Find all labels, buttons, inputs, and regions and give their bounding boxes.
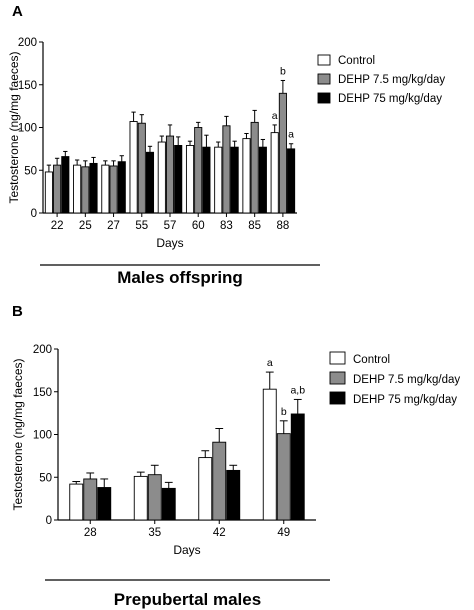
bar-60-dehp-7-5-mg-kg-day [194, 127, 203, 214]
panel-caption: Males offspring [117, 268, 243, 287]
y-tick-label: 50 [39, 472, 52, 484]
bar-49-control [262, 388, 277, 521]
bar-42-dehp-7-5-mg-kg-day [212, 441, 227, 521]
bar-85-dehp-75-mg-kg-day [258, 146, 267, 214]
y-tick-label: 200 [18, 37, 37, 49]
y-tick-label: 0 [31, 208, 37, 220]
x-tick-label: 27 [107, 220, 120, 232]
bar-55-dehp-7-5-mg-kg-day [137, 122, 146, 214]
chart-panel-B: B 0 50 100 150 200 Testosterone (ng/mg faeces)… [11, 303, 460, 609]
bar-49-dehp-75-mg-kg-day [290, 413, 305, 521]
legend-swatch [317, 73, 331, 85]
chart-panel-A: A 0 50 100 150 200 Testosterone (ng/mg faeces)… [7, 3, 445, 287]
bar-28-control [69, 483, 84, 521]
significance-label: a [288, 129, 294, 141]
legend-swatch [329, 391, 346, 405]
bar-25-dehp-7-5-mg-kg-day [81, 166, 90, 214]
legend-swatch [317, 54, 331, 66]
bar-88-dehp-7-5-mg-kg-day [278, 92, 287, 214]
y-tick-label: 0 [46, 515, 52, 527]
y-tick-label: 50 [24, 165, 37, 177]
bar-22-dehp-75-mg-kg-day [61, 156, 70, 214]
y-tick-label: 100 [33, 430, 52, 442]
bar-28-dehp-7-5-mg-kg-day [83, 478, 98, 521]
bar-83-control [214, 146, 223, 214]
y-axis-title: Testosterone (ng/mg faeces) [11, 358, 25, 510]
bar-55-control [129, 121, 138, 214]
bar-49-dehp-7-5-mg-kg-day [276, 433, 291, 521]
significance-label: b [281, 406, 287, 418]
bar-88-control [270, 132, 279, 214]
x-tick-label: 42 [213, 527, 226, 539]
x-tick-label: 28 [84, 527, 97, 539]
bar-35-control [133, 475, 148, 521]
x-tick-label: 35 [148, 527, 161, 539]
x-axis-title: Days [156, 236, 183, 250]
legend-label: DEHP 7.5 mg/kg/day [353, 374, 460, 386]
bar-57-control [157, 141, 166, 214]
y-tick-label: 150 [18, 80, 37, 92]
panel-label: A [12, 3, 23, 20]
significance-label: b [280, 65, 286, 77]
bar-22-control [44, 171, 53, 214]
x-tick-label: 60 [192, 220, 205, 232]
legend-swatch [317, 92, 331, 104]
bar-42-dehp-75-mg-kg-day [226, 469, 241, 521]
bar-27-dehp-75-mg-kg-day [117, 161, 126, 214]
bar-55-dehp-75-mg-kg-day [145, 151, 155, 214]
bar-22-dehp-7-5-mg-kg-day [53, 164, 62, 214]
y-tick-label: 200 [33, 344, 52, 356]
bar-57-dehp-7-5-mg-kg-day [165, 135, 175, 214]
legend-label: DEHP 75 mg/kg/day [353, 394, 457, 406]
bar-42-control [198, 457, 213, 521]
bar-57-dehp-75-mg-kg-day [174, 145, 183, 214]
x-axis-title: Days [173, 543, 200, 557]
bar-83-dehp-7-5-mg-kg-day [222, 125, 231, 214]
y-tick-label: 100 [18, 123, 37, 135]
x-tick-label: 25 [79, 220, 92, 232]
bar-85-control [242, 138, 251, 214]
legend-swatch [329, 351, 346, 365]
bar-35-dehp-7-5-mg-kg-day [147, 474, 162, 521]
x-tick-label: 57 [164, 220, 177, 232]
legend: Control DEHP 7.5 mg/kg/day DEHP 75 mg/kg/d… [329, 351, 460, 406]
legend-swatch [329, 371, 346, 385]
x-tick-label: 22 [51, 220, 64, 232]
panel-label: B [12, 303, 23, 320]
significance-label: a [267, 357, 273, 369]
significance-label: a,b [290, 384, 305, 396]
legend: Control DEHP 7.5 mg/kg/day DEHP 75 mg/kg/d… [317, 54, 445, 105]
y-tick-label: 150 [33, 387, 52, 399]
x-tick-label: 85 [248, 220, 261, 232]
legend-label: DEHP 7.5 mg/kg/day [338, 74, 445, 86]
legend-label: Control [338, 55, 375, 67]
legend-label: Control [353, 354, 390, 366]
bar-27-control [101, 164, 110, 214]
bar-60-control [185, 145, 195, 214]
bar-85-dehp-7-5-mg-kg-day [250, 121, 259, 214]
bar-88-dehp-75-mg-kg-day [287, 148, 296, 214]
bar-35-dehp-75-mg-kg-day [161, 487, 176, 521]
legend-label: DEHP 75 mg/kg/day [338, 93, 442, 105]
x-tick-label: 55 [135, 220, 148, 232]
bar-28-dehp-75-mg-kg-day [97, 487, 112, 521]
x-tick-label: 88 [276, 220, 289, 232]
bar-60-dehp-75-mg-kg-day [202, 146, 211, 214]
panel-caption: Prepubertal males [114, 590, 261, 609]
bar-27-dehp-7-5-mg-kg-day [109, 165, 118, 214]
bar-25-dehp-75-mg-kg-day [89, 162, 98, 214]
x-tick-label: 83 [220, 220, 233, 232]
bar-25-control [73, 164, 82, 214]
y-axis-title: Testosterone (ng/mg faeces) [7, 51, 21, 203]
bar-83-dehp-75-mg-kg-day [230, 146, 239, 214]
significance-label: a [272, 110, 278, 122]
x-tick-label: 49 [277, 527, 290, 539]
